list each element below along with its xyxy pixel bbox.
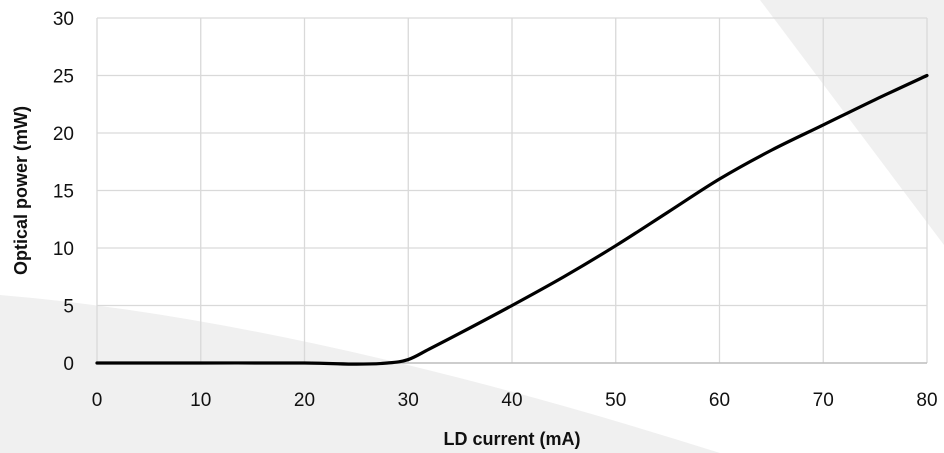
- y-tick-label: 0: [63, 354, 74, 375]
- x-tick-label: 10: [190, 390, 211, 411]
- background-band-top-right: [760, 0, 944, 245]
- x-tick-label: 80: [916, 390, 937, 411]
- y-axis-title: Optical power (mW): [11, 106, 31, 275]
- grid: [96, 17, 928, 364]
- x-axis-title: LD current (mA): [443, 429, 580, 449]
- x-tick-label: 20: [294, 390, 315, 411]
- x-tick-label: 0: [92, 390, 103, 411]
- x-tick-label: 60: [709, 390, 730, 411]
- background-band-bottom: [0, 295, 720, 453]
- y-tick-label: 15: [53, 182, 74, 203]
- y-tick-label: 10: [53, 239, 74, 260]
- series-line: [95, 73, 929, 366]
- y-tick-label: 25: [53, 67, 74, 88]
- y-tick-label: 30: [53, 9, 74, 30]
- x-tick-label: 70: [813, 390, 834, 411]
- y-tick-label: 20: [53, 124, 74, 145]
- x-tick-label: 50: [605, 390, 626, 411]
- x-tick-label: 30: [398, 390, 419, 411]
- y-tick-label: 5: [63, 297, 74, 318]
- series-layer: [95, 73, 929, 366]
- tick-labels: 0 10 20 30 40 50 60 70 80 0 5 10 15 20 25 30: [53, 9, 938, 411]
- x-tick-label: 40: [501, 390, 522, 411]
